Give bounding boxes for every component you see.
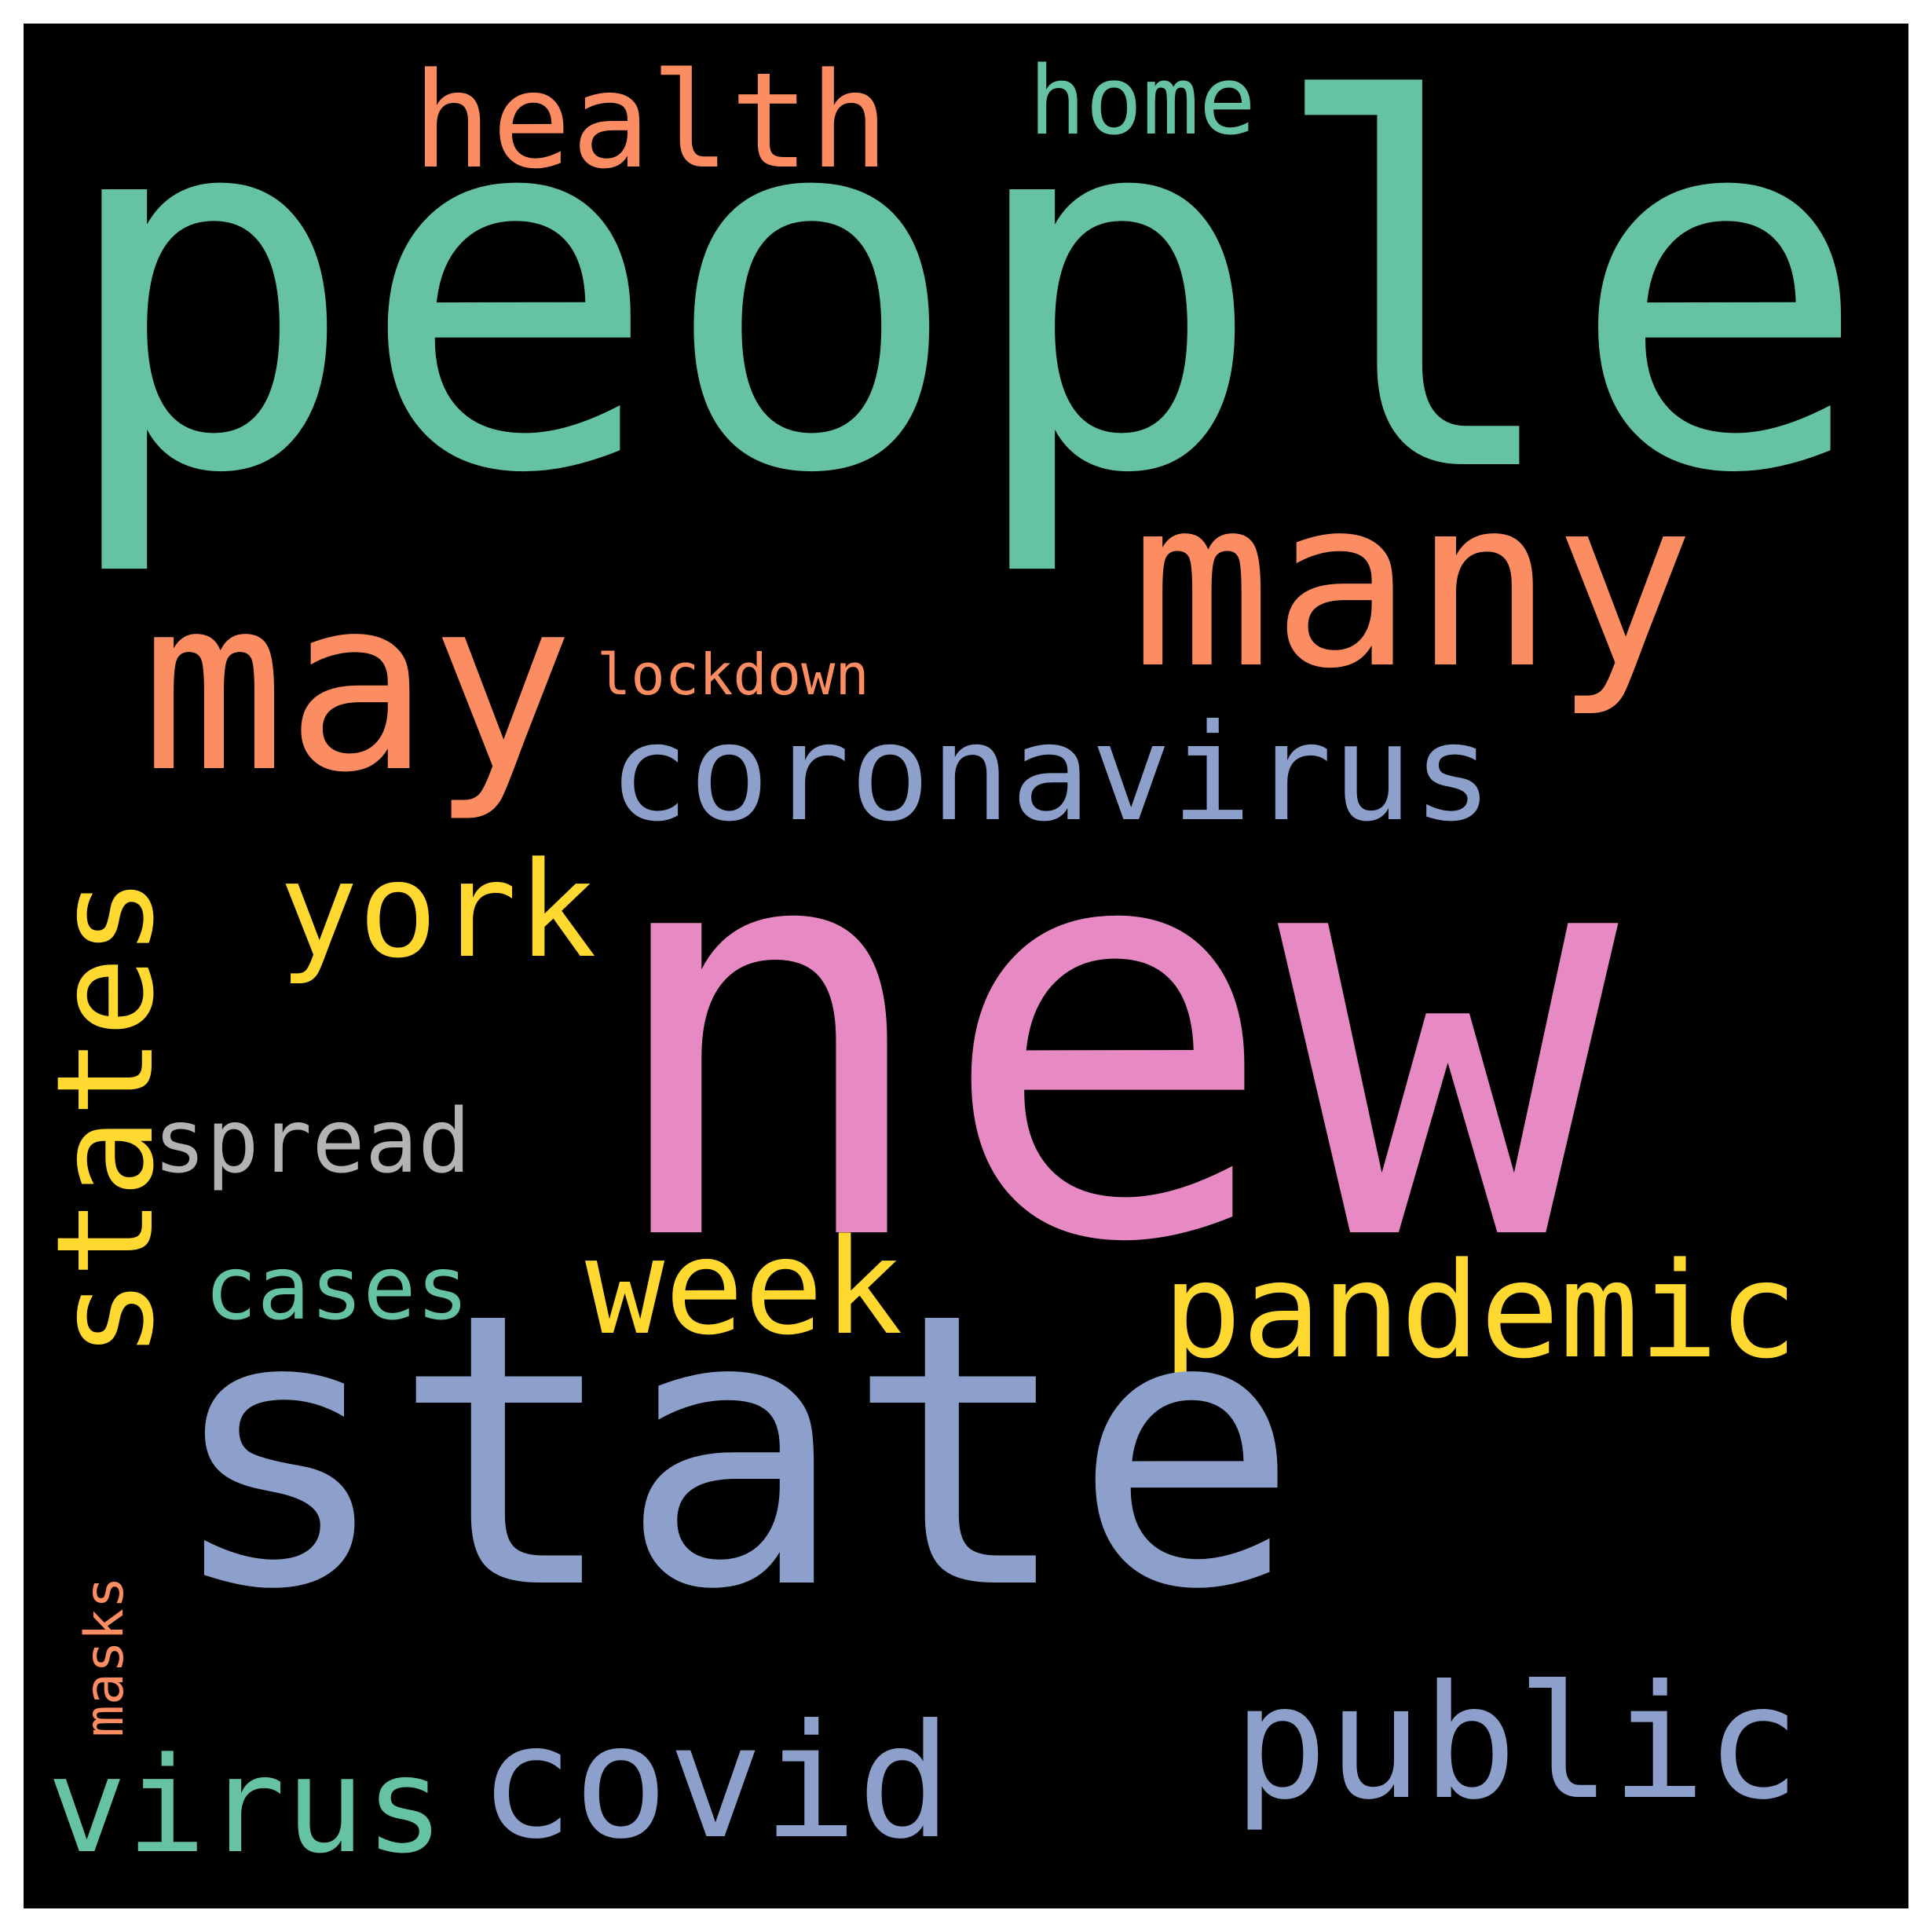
word-pandemic: pandemic [1162,1234,1798,1388]
word-state: state [165,1233,1300,1672]
word-may: may [141,546,574,825]
word-lockdown: lockdown [597,642,869,708]
word-cloud-canvas: people health home many may lockdown cor… [24,24,1908,1908]
word-spread: spread [153,1091,471,1193]
word-masks: masks [74,1576,136,1737]
word-virus: virus [47,1729,445,1883]
word-public: public [1233,1652,1801,1835]
word-health: health [412,44,889,198]
word-covid: covid [479,1691,953,1874]
word-people: people [55,24,1871,583]
word-home: home [1029,47,1256,156]
word-york: york [279,833,597,987]
word-week: week [585,1210,903,1364]
word-many: many [1131,448,1695,720]
word-new: new [597,708,1619,1366]
word-coronavirus: coronavirus [609,696,1493,851]
word-cases: cases [204,1238,470,1340]
